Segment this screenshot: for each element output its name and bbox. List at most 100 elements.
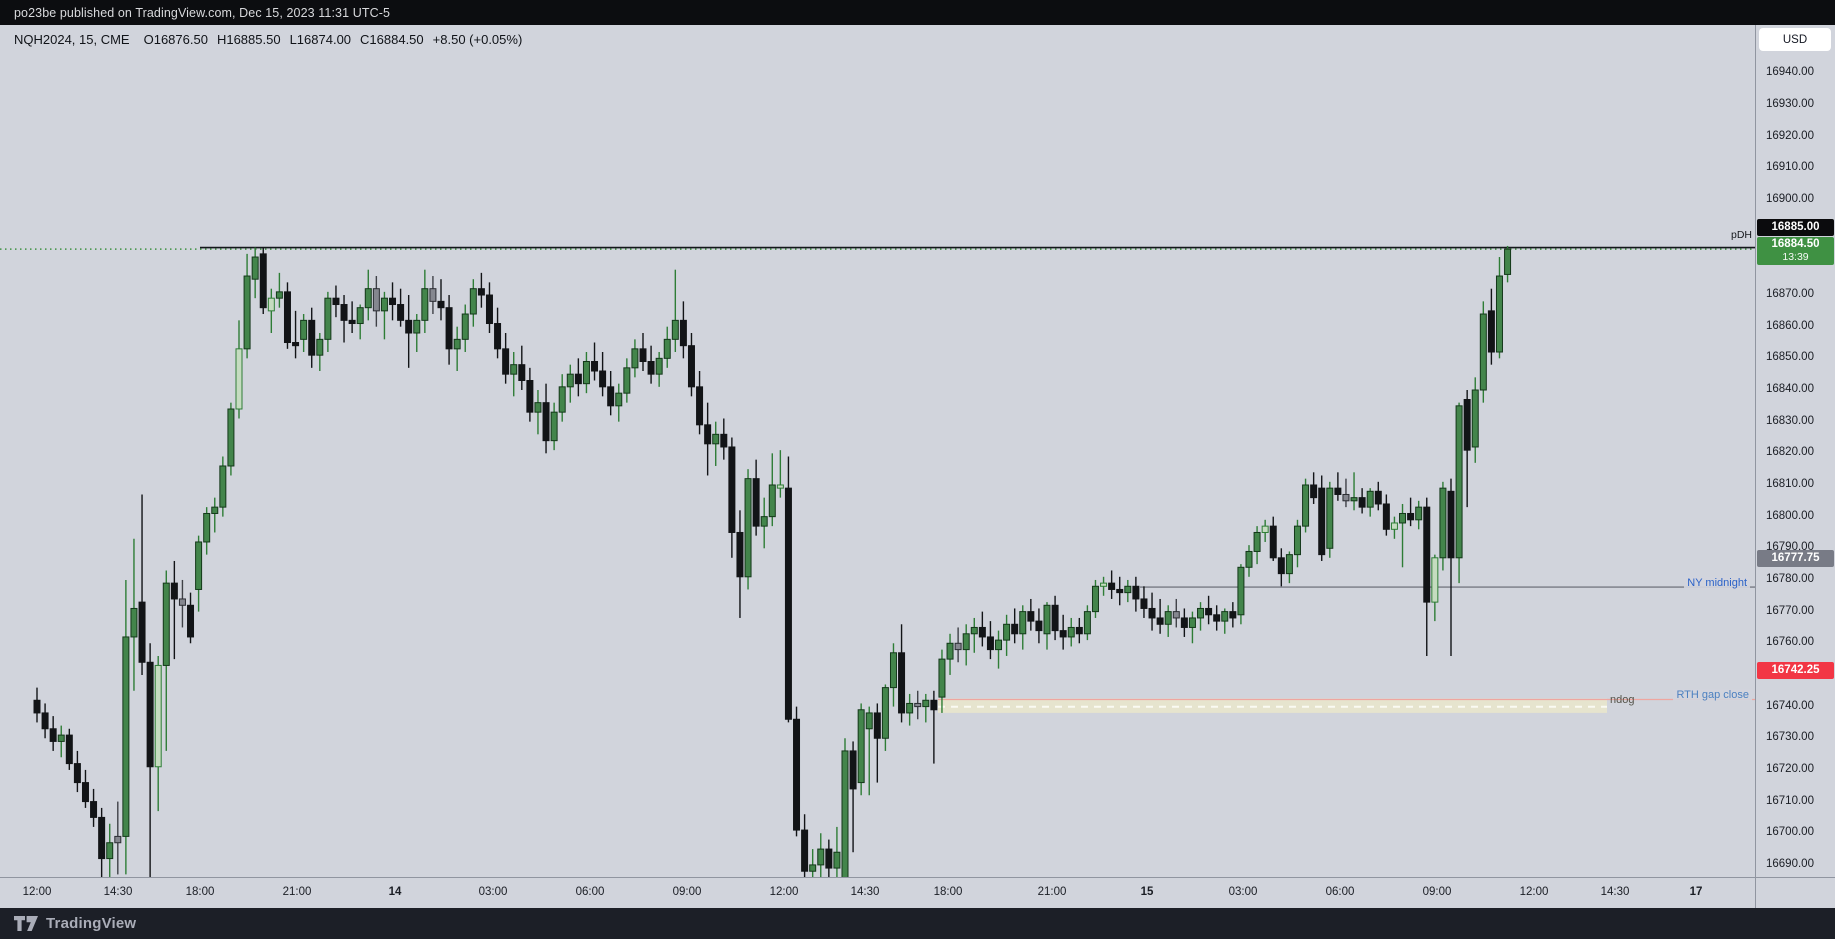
candle bbox=[461, 313, 469, 340]
candle bbox=[1124, 585, 1132, 594]
candle bbox=[1318, 487, 1326, 556]
candle bbox=[130, 607, 138, 638]
candle bbox=[453, 338, 461, 350]
axis-corner-divider bbox=[1755, 878, 1756, 909]
candle bbox=[558, 386, 566, 413]
candle bbox=[1358, 497, 1366, 508]
time-axis[interactable]: 12:00 14:30 18:00 21:00 14 03:00 06:00 09:00 12:… bbox=[0, 877, 1835, 909]
last-price-label: 16884.50 13:39 bbox=[1757, 237, 1834, 265]
candle bbox=[502, 348, 510, 375]
symbol-title[interactable]: NQH2024, 15, CME bbox=[14, 32, 130, 47]
candle bbox=[599, 370, 607, 388]
candle bbox=[1439, 487, 1447, 559]
candle bbox=[574, 373, 582, 385]
candle bbox=[469, 288, 477, 315]
ny-midnight-price-label: 16777.75 bbox=[1757, 550, 1834, 567]
candle bbox=[986, 636, 994, 651]
candle bbox=[631, 348, 639, 369]
candle bbox=[1116, 588, 1124, 594]
candle bbox=[1390, 522, 1398, 530]
candle bbox=[1471, 389, 1479, 448]
time-tick: 03:00 bbox=[478, 886, 508, 898]
candle bbox=[1245, 550, 1253, 568]
candle bbox=[1067, 626, 1075, 638]
time-tick: 09:00 bbox=[1422, 886, 1452, 898]
tradingview-logo-icon[interactable] bbox=[14, 916, 38, 931]
candle bbox=[316, 338, 324, 356]
candles-layer bbox=[33, 245, 1512, 877]
candle bbox=[914, 702, 922, 708]
candle bbox=[809, 864, 817, 872]
ny-midnight-line-label[interactable]: NY midnight bbox=[1684, 577, 1750, 589]
candle bbox=[308, 319, 316, 356]
price-tick: 16800.00 bbox=[1766, 509, 1814, 522]
time-tick: 06:00 bbox=[1325, 886, 1355, 898]
candle bbox=[704, 424, 712, 445]
candle bbox=[485, 294, 493, 325]
candle bbox=[930, 699, 938, 711]
time-tick: 09:00 bbox=[672, 886, 702, 898]
last-price-value: 16884.50 bbox=[1771, 238, 1820, 250]
candle bbox=[647, 361, 655, 375]
candle bbox=[1221, 611, 1229, 622]
candle bbox=[768, 484, 776, 518]
candle bbox=[1100, 582, 1108, 587]
candle bbox=[178, 598, 186, 606]
candle bbox=[1495, 275, 1503, 353]
candle bbox=[1407, 512, 1415, 521]
time-tick: 21:00 bbox=[1037, 886, 1067, 898]
candle bbox=[663, 338, 671, 359]
rth-gap-close-line-label[interactable]: RTH gap close bbox=[1673, 689, 1752, 701]
candle bbox=[73, 763, 81, 784]
candle bbox=[1479, 313, 1487, 391]
candle bbox=[582, 361, 590, 385]
time-tick: 12:00 bbox=[769, 886, 799, 898]
price-tick: 16770.00 bbox=[1766, 604, 1814, 617]
candle bbox=[243, 275, 251, 350]
candlestick-chart[interactable] bbox=[0, 25, 1755, 877]
candle bbox=[65, 734, 73, 765]
candle bbox=[1261, 525, 1269, 533]
candle bbox=[1487, 310, 1495, 353]
candle bbox=[332, 297, 340, 306]
candle bbox=[857, 709, 865, 784]
candle bbox=[970, 626, 978, 635]
candle bbox=[526, 380, 534, 413]
candle bbox=[41, 712, 49, 730]
candle bbox=[1205, 607, 1213, 616]
price-scale[interactable]: USD 16940.00 16930.00 16920.00 16910.00 1690… bbox=[1755, 25, 1835, 908]
candle bbox=[1463, 398, 1471, 451]
candle bbox=[898, 652, 906, 714]
footer-brand[interactable]: TradingView bbox=[46, 915, 137, 932]
candle bbox=[1132, 585, 1140, 600]
candle bbox=[687, 345, 695, 388]
price-tick: 16720.00 bbox=[1766, 762, 1814, 775]
candle bbox=[251, 256, 259, 280]
price-tick: 16730.00 bbox=[1766, 731, 1814, 744]
candle bbox=[1423, 506, 1431, 603]
ndog-zone-label[interactable]: ndog bbox=[1610, 694, 1635, 706]
candle bbox=[259, 253, 267, 309]
candle bbox=[1148, 607, 1156, 619]
candle bbox=[1269, 525, 1277, 559]
candle bbox=[1366, 490, 1374, 508]
candle bbox=[954, 642, 962, 651]
candle bbox=[437, 300, 445, 309]
chart-pane[interactable]: NQH2024, 15, CME O16876.50 H16885.50 L16874… bbox=[0, 25, 1755, 877]
time-tick: 06:00 bbox=[575, 886, 605, 898]
currency-button[interactable]: USD bbox=[1759, 28, 1831, 51]
candle bbox=[1043, 604, 1051, 635]
candle bbox=[889, 652, 897, 689]
candle bbox=[1003, 623, 1011, 641]
candle bbox=[712, 433, 720, 445]
candle bbox=[106, 842, 114, 860]
price-tick: 16870.00 bbox=[1766, 288, 1814, 301]
candle bbox=[421, 288, 429, 321]
candle bbox=[1350, 497, 1358, 502]
price-tick: 16920.00 bbox=[1766, 129, 1814, 142]
candle bbox=[922, 699, 930, 708]
legend-low: L16874.00 bbox=[289, 32, 352, 47]
candle bbox=[292, 342, 300, 347]
candle bbox=[98, 816, 106, 860]
